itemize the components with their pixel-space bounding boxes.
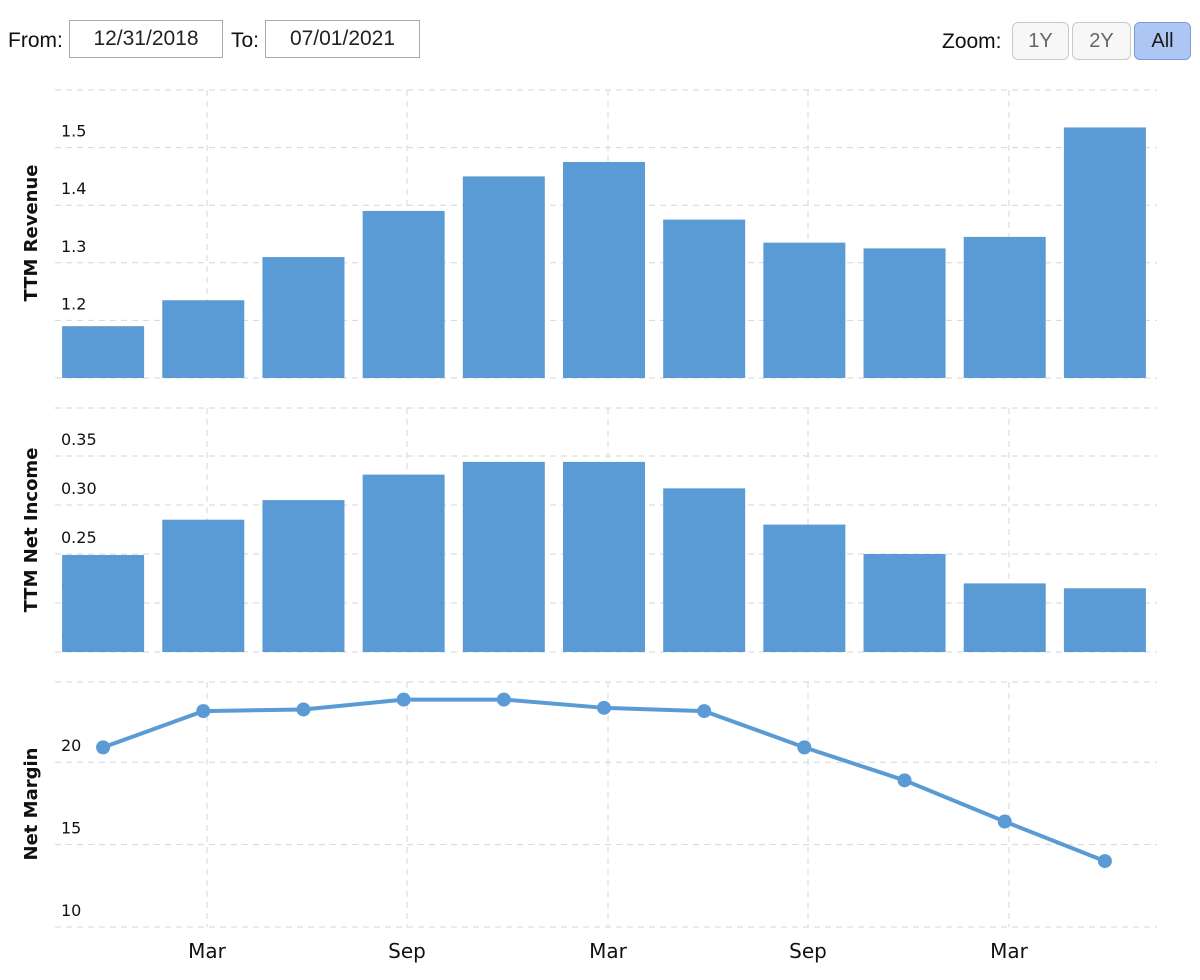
bar [663, 488, 746, 652]
bar [262, 257, 345, 378]
bar [563, 162, 645, 378]
y-axis-label: TTM Revenue [21, 165, 42, 302]
y-axis-label: TTM Net Income [21, 448, 42, 613]
data-point [997, 814, 1012, 829]
series-line [102, 697, 1106, 863]
y-tick-label: 10 [61, 901, 81, 920]
bar [1063, 127, 1146, 378]
data-point [396, 692, 411, 707]
x-tick-label: Sep [789, 939, 827, 963]
bar [462, 461, 545, 652]
bar [62, 326, 145, 378]
bar [1063, 588, 1146, 652]
data-point [496, 692, 511, 707]
bar [563, 461, 645, 652]
from-label: From: [8, 29, 63, 52]
data-point [296, 702, 311, 717]
x-tick-label: Mar [990, 939, 1029, 963]
bar [262, 500, 345, 652]
zoom-all-button[interactable]: All [1134, 22, 1191, 60]
y-tick-label: 0.25 [61, 528, 97, 547]
data-point [597, 700, 611, 715]
bar [963, 583, 1046, 652]
panel-3: 10 15 20 Net Margin [21, 681, 1157, 928]
zoom-label: Zoom: [942, 30, 1002, 53]
bar [362, 474, 445, 652]
data-point [96, 740, 111, 755]
zoom-1y-button[interactable]: 1Y [1012, 22, 1069, 60]
x-tick-label: Sep [388, 939, 426, 963]
y-tick-label: 15 [61, 819, 81, 838]
data-point [1097, 854, 1112, 869]
bar [162, 519, 245, 652]
to-label: To: [231, 29, 260, 52]
y-tick-label: 1.4 [61, 179, 86, 198]
zoom-2y-button[interactable]: 2Y [1072, 22, 1131, 60]
y-tick-label: 0.35 [61, 430, 97, 449]
data-point [897, 773, 912, 788]
y-tick-label: 20 [61, 736, 81, 755]
bar [62, 554, 145, 652]
x-tick-label: Mar [188, 939, 227, 963]
to-date-input[interactable]: 07/01/2021 [265, 20, 420, 58]
x-tick-label: Mar [589, 939, 628, 963]
bar [362, 210, 445, 378]
bar [763, 242, 846, 378]
y-axis-label: Net Margin [21, 748, 42, 861]
data-point [697, 704, 712, 719]
data-point [797, 740, 812, 755]
bar [663, 219, 746, 378]
bar [963, 236, 1046, 378]
y-tick-label: 1.3 [61, 237, 86, 256]
data-point [196, 704, 211, 719]
bar [763, 524, 846, 652]
date-range-controls: From: 12/31/2018 To: 07/01/2021 Zoom: 1Y… [0, 0, 1200, 70]
y-tick-label: 1.5 [61, 122, 86, 141]
y-tick-label: 0.30 [61, 479, 97, 498]
bar [863, 554, 946, 652]
from-date-input[interactable]: 12/31/2018 [69, 20, 223, 58]
bar [863, 248, 946, 378]
y-tick-label: 1.2 [61, 294, 86, 313]
bar [162, 300, 245, 378]
bar [462, 176, 545, 378]
